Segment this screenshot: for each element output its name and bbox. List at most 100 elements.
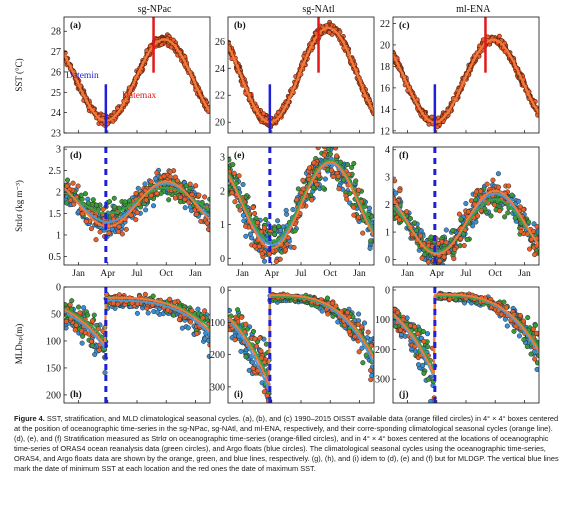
y-tick-label: 1.5 [49,209,62,220]
y-tick-label: 200 [210,350,225,361]
panel-plot-(b) [228,19,374,130]
mld-point [195,306,201,312]
strat-point [230,162,236,168]
strat-point [328,167,335,173]
mld-point [520,318,527,324]
y-tick-label: 12 [380,126,390,137]
strat-point [310,185,316,191]
mld-point [533,330,539,336]
strat-point [356,187,362,193]
strat-point [167,169,173,175]
row-label-mld: MLDₕₚ(m) [14,324,24,365]
mld-point [504,323,510,329]
y-tick-label: 26 [215,37,225,48]
mld-point [72,327,78,333]
x-tick-label-Jul: Jul [131,269,142,279]
strat-point [366,205,372,211]
y-tick-label: 22 [380,19,390,30]
strat-point [320,185,326,191]
strat-point [456,211,462,217]
strat-point [413,227,420,233]
strat-point [309,197,315,203]
strat-point [262,258,268,264]
y-tick-label: 3 [56,145,61,156]
mld-point [115,301,121,307]
mld-point [407,322,413,329]
x-tick-label-Jan: Jan [518,269,531,279]
strat-point [484,181,490,187]
strat-point [490,177,496,183]
mld-point [142,291,148,297]
mld-point [253,343,260,349]
strat-point [330,173,336,180]
seasonal-curve [64,299,210,351]
strat-point [240,212,246,218]
strat-point [88,226,94,232]
strat-point [465,209,471,215]
strat-point [341,177,347,183]
strat-point [111,204,118,210]
strat-point [290,206,296,213]
y-tick-label: 100 [210,318,225,329]
strat-point [530,228,536,234]
y-tick-label: 300 [375,375,390,386]
strat-point [283,207,289,213]
mld-point [324,295,330,301]
mld-point [235,307,241,313]
panel-label-(c): (c) [399,20,410,31]
strat-point [68,197,74,203]
strat-point [407,215,414,222]
strat-point [417,233,424,239]
strat-point [133,190,139,197]
strat-point [337,159,344,165]
strat-point [172,195,178,201]
strat-point [512,215,518,221]
strat-point [166,197,172,203]
seasonal-curve [64,186,210,215]
strat-point [351,160,357,167]
mld-point [80,333,86,339]
strat-point [463,200,469,207]
mld-point [110,300,116,306]
mld-point [249,359,255,365]
x-tick-label-Apr: Apr [100,269,116,279]
mld-point [415,331,421,337]
strat-point [509,192,515,198]
strat-point [315,147,321,151]
sst-point [496,33,502,39]
figure-caption: Figure 4. SST, stratification, and MLD c… [14,414,562,473]
datemin-annotation: Datemin [66,71,99,81]
strat-point [177,194,184,200]
strat-point [360,230,366,236]
panel-label-(b): (b) [234,20,246,31]
strat-point [247,231,253,237]
strat-point [93,202,100,208]
y-tick-label: 200 [46,390,61,401]
mld-point [359,324,365,330]
mld-point [264,406,269,410]
mld-point [150,293,156,299]
strat-point [505,210,511,216]
column-title-sg-NAtl: sg-NAtl [302,4,334,15]
seasonal-curve [64,180,210,228]
strat-point [97,229,103,235]
seasonal-curve [228,161,374,250]
strat-point [122,199,128,205]
strat-point [90,197,96,203]
mld-point [82,330,89,336]
strat-point [458,216,464,222]
column-title-ml-ENA: ml-ENA [456,4,491,15]
strat-point [142,181,148,187]
x-tick-label-Jul: Jul [460,269,471,279]
strat-point [115,229,122,235]
strat-point [437,258,443,264]
strat-point [397,188,403,194]
mld-point [359,345,365,351]
strat-point [502,214,508,220]
sst-point [275,109,281,115]
strat-point [193,211,200,217]
strat-point [150,203,157,209]
strat-point [64,200,70,206]
x-tick-label-Jan: Jan [72,269,85,279]
strat-point [154,170,160,176]
